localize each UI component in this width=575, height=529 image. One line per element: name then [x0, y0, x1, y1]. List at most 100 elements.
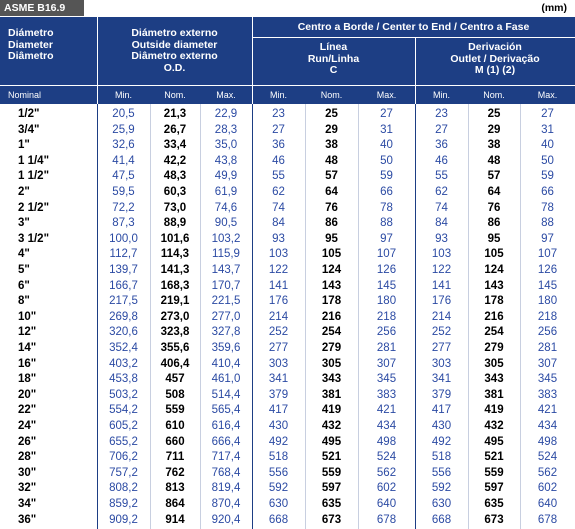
subheader-cell: Nom. — [320, 90, 343, 100]
value-cell: 508 — [165, 388, 185, 401]
value-cell: 673 — [484, 513, 504, 526]
value-cell: 57 — [487, 170, 501, 183]
value-cell: 20,5 — [112, 108, 135, 120]
value-cell: 914 — [165, 513, 185, 526]
value-cell: 216 — [321, 310, 342, 323]
value-cell: 556 — [268, 466, 289, 479]
header-line: Diâmetro externo — [131, 50, 218, 62]
divider — [0, 85, 575, 86]
value-cell: 864 — [165, 498, 185, 510]
value-cell: 281 — [376, 342, 397, 354]
column-line — [200, 104, 201, 529]
value-cell: 31 — [380, 123, 393, 136]
value-cell: 62 — [435, 186, 448, 198]
value-cell: 518 — [431, 451, 452, 464]
value-cell: 40 — [380, 139, 393, 152]
value-cell: 40 — [541, 139, 554, 152]
value-cell: 29 — [487, 123, 501, 136]
value-cell: 78 — [380, 201, 393, 214]
size-cell: 1 1/4" — [18, 154, 50, 167]
value-cell: 112,7 — [109, 248, 138, 261]
value-cell: 461,0 — [211, 373, 241, 386]
value-cell: 635 — [484, 498, 504, 510]
value-cell: 103,2 — [211, 232, 241, 245]
value-cell: 343 — [484, 373, 504, 386]
value-cell: 48 — [325, 154, 338, 167]
value-cell: 124 — [484, 264, 504, 276]
value-cell: 417 — [431, 404, 452, 417]
unit: (mm) — [541, 2, 567, 14]
value-cell: 359,6 — [211, 342, 241, 354]
column-line — [415, 104, 416, 529]
value-cell: 305 — [321, 357, 342, 370]
size-cell: 8" — [18, 295, 30, 308]
value-cell: 214 — [268, 310, 289, 323]
subheader-cell: Nom. — [483, 90, 505, 100]
value-cell: 381 — [321, 388, 342, 401]
header-line: C — [329, 64, 338, 76]
value-cell: 143,7 — [211, 264, 241, 276]
subheader-cell: Max. — [216, 90, 236, 100]
value-cell: 355,6 — [160, 342, 190, 354]
subheader-cell: Max. — [537, 90, 558, 100]
value-cell: 518 — [268, 451, 289, 464]
value-cell: 419 — [321, 404, 342, 417]
value-cell: 50 — [541, 154, 554, 167]
value-cell: 180 — [537, 295, 558, 308]
value-cell: 597 — [484, 482, 504, 495]
value-cell: 341 — [268, 373, 289, 386]
value-cell: 48,3 — [163, 170, 187, 183]
value-cell: 122 — [431, 264, 452, 276]
subheader-cell: Min. — [269, 90, 287, 100]
value-cell: 711 — [165, 451, 185, 464]
size-cell: 34" — [18, 498, 37, 510]
value-cell: 143 — [321, 279, 342, 292]
value-cell: 673 — [321, 513, 342, 526]
value-cell: 307 — [376, 357, 397, 370]
value-cell: 78 — [541, 201, 554, 214]
value-cell: 562 — [376, 466, 397, 479]
value-cell: 23 — [272, 108, 285, 120]
column-line — [468, 104, 469, 529]
value-cell: 76 — [325, 201, 338, 214]
value-cell: 277 — [431, 342, 452, 354]
value-cell: 352,4 — [109, 342, 138, 354]
value-cell: 145 — [537, 279, 558, 292]
value-cell: 38 — [487, 139, 501, 152]
value-cell: 341 — [431, 373, 452, 386]
run-header: Línea Run/Linha C — [252, 41, 415, 77]
value-cell: 492 — [431, 435, 452, 448]
value-cell: 74 — [272, 201, 285, 214]
size-cell: 28" — [18, 451, 37, 464]
value-cell: 383 — [537, 388, 558, 401]
header-line: Outlet / Derivação — [450, 52, 540, 65]
value-cell: 36 — [435, 139, 448, 152]
value-cell: 126 — [537, 264, 558, 276]
value-cell: 90,5 — [214, 217, 238, 230]
value-cell: 31 — [541, 123, 554, 136]
column-line — [252, 104, 253, 529]
value-cell: 216 — [484, 310, 504, 323]
value-cell: 62 — [272, 186, 285, 198]
value-cell: 870,4 — [211, 498, 241, 510]
value-cell: 27 — [272, 123, 285, 136]
value-cell: 379 — [431, 388, 452, 401]
subheader-cell: Max. — [376, 90, 397, 100]
value-cell: 86 — [487, 217, 501, 230]
size-cell: 10" — [18, 310, 37, 323]
value-cell: 269,8 — [109, 310, 138, 323]
value-cell: 419 — [484, 404, 504, 417]
size-cell: 26" — [18, 435, 37, 448]
value-cell: 72,2 — [112, 201, 135, 214]
divider — [415, 37, 416, 104]
subheader-cell: Nominal — [8, 90, 42, 100]
header-line: O.D. — [163, 61, 186, 74]
value-cell: 762 — [165, 466, 185, 479]
value-cell: 406,4 — [160, 357, 190, 370]
value-cell: 514,4 — [211, 388, 241, 401]
value-cell: 565,4 — [211, 404, 241, 417]
value-cell: 168,3 — [160, 279, 190, 292]
value-cell: 105 — [321, 248, 342, 261]
value-cell: 141 — [268, 279, 289, 292]
value-cell: 46 — [272, 154, 285, 167]
